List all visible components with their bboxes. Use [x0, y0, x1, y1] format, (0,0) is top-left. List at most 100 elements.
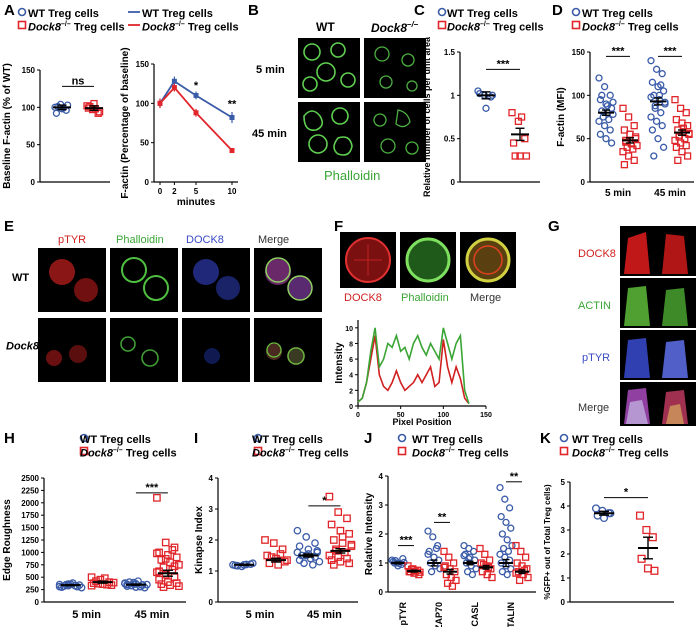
g-image-ptyr — [620, 330, 696, 380]
legend-i-wt: WT Treg cells — [252, 434, 323, 446]
x-category-label: 45 min — [134, 609, 169, 621]
panel-letter-k: K — [540, 430, 551, 447]
data-point-wt — [427, 568, 436, 576]
data-point-wt — [424, 527, 432, 535]
data-point-wt — [496, 483, 504, 492]
y-tick-label: 5 — [561, 478, 566, 487]
data-point-ko — [261, 536, 269, 544]
data-point-ko — [172, 553, 181, 562]
data-point — [193, 92, 199, 98]
x-category-label: 5 min — [605, 188, 631, 199]
data-point-ko — [630, 122, 638, 130]
y-tick-label: 2000 — [21, 499, 39, 508]
data-point-ko — [624, 152, 633, 160]
cell-image-green — [373, 109, 419, 155]
data-point-wt — [482, 104, 490, 112]
y-tick-label: 1.5 — [444, 48, 456, 57]
y-tick-label: 250 — [26, 586, 40, 595]
data-point-wt — [311, 539, 319, 547]
g-image-merge — [620, 382, 696, 426]
data-point-wt — [606, 126, 614, 134]
y-tick-label: 0 — [209, 598, 214, 607]
f-dock8-label: DOCK8 — [344, 292, 382, 304]
data-point-wt — [648, 78, 657, 86]
data-point-wt — [302, 533, 311, 541]
y-tick-label: 1750 — [21, 511, 39, 520]
chart-j-relative-intensity: 0 1 2 3 4 Relative Intensity pTYR *** pZAP70 ** pC… — [364, 433, 536, 627]
x-tick-label: 0 — [158, 187, 163, 196]
data-point — [229, 148, 235, 154]
data-point-wt — [503, 570, 511, 579]
data-point-ko — [175, 560, 183, 569]
b-image-ko-45min — [364, 102, 426, 162]
e-image-ko-ptyr — [38, 318, 106, 382]
data-point-ko — [327, 520, 336, 529]
legend-k-wt: WT Treg cells — [572, 434, 643, 446]
x-tick-label: 5 — [194, 187, 199, 196]
b-row-5min: 5 min — [256, 64, 285, 76]
cell-image-green — [121, 257, 169, 301]
data-point-ko — [672, 143, 681, 151]
significance-label: ns — [72, 75, 85, 87]
e-image-wt-dock8 — [182, 248, 250, 312]
x-tick-label: 50 — [397, 412, 405, 419]
data-point-wt — [606, 91, 614, 99]
panel-letter-d: D — [552, 2, 563, 19]
data-point-ko — [87, 581, 96, 590]
legend-d-wt: WT Treg cells — [582, 8, 653, 20]
data-point-wt — [432, 544, 441, 553]
cell-image-green — [303, 107, 353, 156]
data-point-ko — [509, 139, 518, 147]
panel-letter-f: F — [334, 218, 344, 235]
y-tick-label: 50 — [140, 139, 149, 148]
y-tick-label: 1 — [209, 567, 214, 576]
cell-image-merge — [624, 388, 688, 424]
data-point-ko — [161, 538, 170, 547]
legend-j-ko: Dock8–/– Treg cells — [412, 447, 509, 460]
legend-marker-wt — [559, 433, 569, 443]
y-tick-label: 150 — [136, 60, 150, 69]
y-tick-label: 3 — [379, 501, 384, 510]
y-tick-label: 50 — [26, 141, 35, 150]
x-tick-label: 100 — [437, 412, 449, 419]
data-point-wt — [647, 93, 655, 101]
g-row-ptyr: pTYR — [582, 352, 611, 364]
y-tick-label: 1250 — [21, 536, 39, 545]
legend-marker-ko — [253, 446, 263, 456]
data-point-ko — [629, 145, 637, 153]
significance-label: *** — [497, 58, 511, 70]
b-col-ko: Dock8–/– — [371, 20, 419, 35]
data-point-ko — [635, 511, 645, 520]
y-tick-label: 0 — [581, 178, 586, 187]
chart-k-gfp: 0 1 2 3 4 5 %GFP+ out of Total Treg cells) * — [543, 433, 674, 607]
data-point-ko — [642, 525, 651, 535]
data-point-ko — [170, 543, 179, 552]
data-point — [171, 78, 177, 84]
data-point-ko — [481, 550, 489, 558]
data-point-ko — [159, 563, 168, 572]
data-point-ko — [336, 526, 345, 535]
data-point-ko — [155, 575, 163, 584]
y-axis-label: Relative Intensity — [364, 492, 375, 575]
legend-marker-ko — [79, 446, 89, 456]
data-point-wt — [295, 556, 304, 564]
data-point-wt — [650, 152, 658, 160]
cell-image-green — [624, 286, 688, 326]
data-point-wt — [659, 87, 668, 95]
cell-image-green — [120, 336, 159, 367]
data-point-wt — [503, 536, 511, 544]
y-tick-label: 4 — [379, 472, 384, 481]
y-tick-label: 10 — [345, 326, 353, 333]
f-image-phalloidin — [400, 232, 456, 288]
data-point-ko — [170, 562, 179, 571]
data-point-ko — [682, 109, 690, 117]
cell-image-merge — [465, 237, 511, 283]
data-point-wt — [399, 554, 407, 563]
x-category-label: pCASL — [470, 602, 480, 627]
data-point-wt — [77, 583, 86, 592]
data-point-wt — [595, 117, 603, 125]
data-point-wt — [308, 560, 317, 569]
data-point-ko — [674, 156, 682, 164]
data-point-ko — [517, 113, 526, 121]
y-axis-label: Kinapse Index — [194, 506, 205, 574]
